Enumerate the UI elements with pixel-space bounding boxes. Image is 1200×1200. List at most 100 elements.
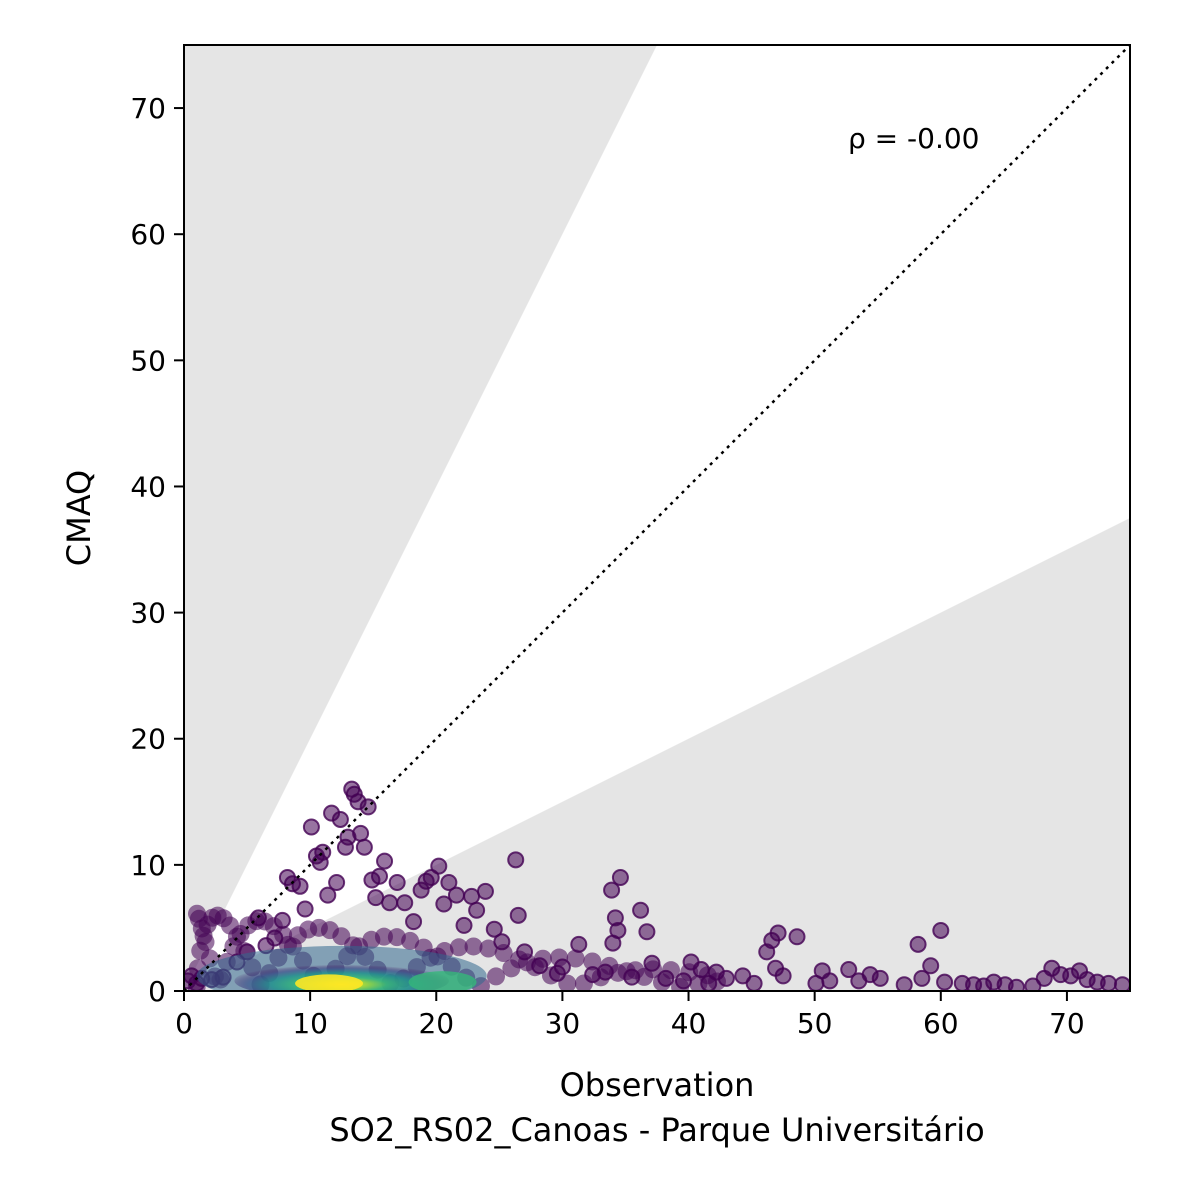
data-point xyxy=(468,901,486,919)
data-point xyxy=(913,969,931,987)
data-point xyxy=(371,867,389,885)
density-core-secondary xyxy=(408,971,477,991)
data-point xyxy=(895,976,913,991)
data-point xyxy=(302,818,320,836)
x-tick-label: 0 xyxy=(175,1007,193,1040)
data-point xyxy=(507,851,525,869)
data-point xyxy=(821,972,839,990)
data-point xyxy=(449,938,468,957)
data-point xyxy=(717,969,735,987)
y-tick-label: 30 xyxy=(130,597,166,630)
y-tick-label: 40 xyxy=(130,470,166,503)
station-label: SO2_RS02_Canoas - Parque Universitário xyxy=(329,1111,984,1149)
data-point xyxy=(463,887,481,905)
data-point xyxy=(1100,974,1118,991)
data-point xyxy=(638,923,656,941)
data-point xyxy=(769,924,787,942)
data-point xyxy=(516,943,534,961)
data-point xyxy=(674,972,692,990)
shaded-region-upper xyxy=(184,45,657,991)
x-tick-label: 70 xyxy=(1049,1007,1085,1040)
data-point xyxy=(359,798,377,816)
data-point xyxy=(266,929,284,947)
data-point xyxy=(464,937,483,956)
y-tick-label: 60 xyxy=(130,218,166,251)
data-point xyxy=(531,957,549,975)
data-point xyxy=(932,921,950,939)
data-point xyxy=(570,935,588,953)
y-tick-label: 10 xyxy=(130,849,166,882)
data-point xyxy=(291,877,309,895)
data-point xyxy=(430,857,448,875)
data-point xyxy=(352,824,370,842)
x-tick-label: 10 xyxy=(292,1007,328,1040)
data-point xyxy=(788,928,806,946)
data-point xyxy=(657,969,675,987)
correlation-annotation: ρ = -0.00 xyxy=(848,122,979,155)
data-point xyxy=(396,894,414,912)
reference-line xyxy=(184,45,1130,991)
y-tick-label: 50 xyxy=(130,344,166,377)
data-point xyxy=(493,933,511,951)
data-point xyxy=(553,958,571,976)
data-point xyxy=(331,810,349,828)
x-tick-label: 30 xyxy=(545,1007,581,1040)
data-point xyxy=(355,838,373,856)
data-point xyxy=(692,961,710,979)
data-point xyxy=(1113,976,1130,991)
y-tick-label: 0 xyxy=(148,975,166,1008)
data-point xyxy=(745,974,763,991)
data-point xyxy=(374,927,393,946)
data-point xyxy=(643,954,661,972)
data-point xyxy=(296,900,314,918)
density-core xyxy=(196,945,487,991)
data-point xyxy=(447,886,465,904)
data-point xyxy=(609,921,627,939)
data-point xyxy=(603,881,621,899)
data-point xyxy=(509,906,527,924)
data-point xyxy=(367,889,385,907)
data-point xyxy=(273,911,291,929)
shaded-regions xyxy=(184,45,1130,991)
x-tick-label: 50 xyxy=(797,1007,833,1040)
shaded-region-lower xyxy=(184,518,1130,991)
x-tick-label: 20 xyxy=(418,1007,454,1040)
data-point xyxy=(936,973,954,991)
data-point xyxy=(455,916,473,934)
data-point xyxy=(922,957,940,975)
x-axis-label: Observation xyxy=(560,1066,755,1104)
data-point xyxy=(596,963,614,981)
data-point xyxy=(319,886,337,904)
density-peak xyxy=(295,974,364,991)
x-tick-label: 60 xyxy=(923,1007,959,1040)
data-points xyxy=(184,780,1130,991)
data-point xyxy=(435,895,453,913)
plot-frame xyxy=(183,44,1131,992)
x-axis-ticks: 0 10 20 30 40 50 60 70 xyxy=(175,991,1085,1040)
data-point xyxy=(583,952,602,971)
data-point xyxy=(566,949,585,968)
y-tick-label: 70 xyxy=(130,92,166,125)
data-point xyxy=(840,961,858,979)
y-axis-label: CMAQ xyxy=(60,470,98,566)
data-point xyxy=(476,882,494,900)
data-point xyxy=(611,868,629,886)
data-point xyxy=(401,931,420,950)
data-point xyxy=(487,967,506,986)
data-point xyxy=(485,920,503,938)
data-point xyxy=(196,933,215,952)
data-point xyxy=(909,935,927,953)
data-point xyxy=(623,968,641,986)
data-point xyxy=(405,913,423,931)
data-point xyxy=(388,874,406,892)
data-point xyxy=(632,901,650,919)
data-point xyxy=(314,843,332,861)
data-point xyxy=(376,852,394,870)
data-point xyxy=(871,969,889,987)
y-axis-ticks: 0 10 20 30 40 50 60 70 xyxy=(130,92,184,1008)
data-point xyxy=(381,894,399,912)
y-tick-label: 20 xyxy=(130,723,166,756)
data-point xyxy=(479,939,498,958)
